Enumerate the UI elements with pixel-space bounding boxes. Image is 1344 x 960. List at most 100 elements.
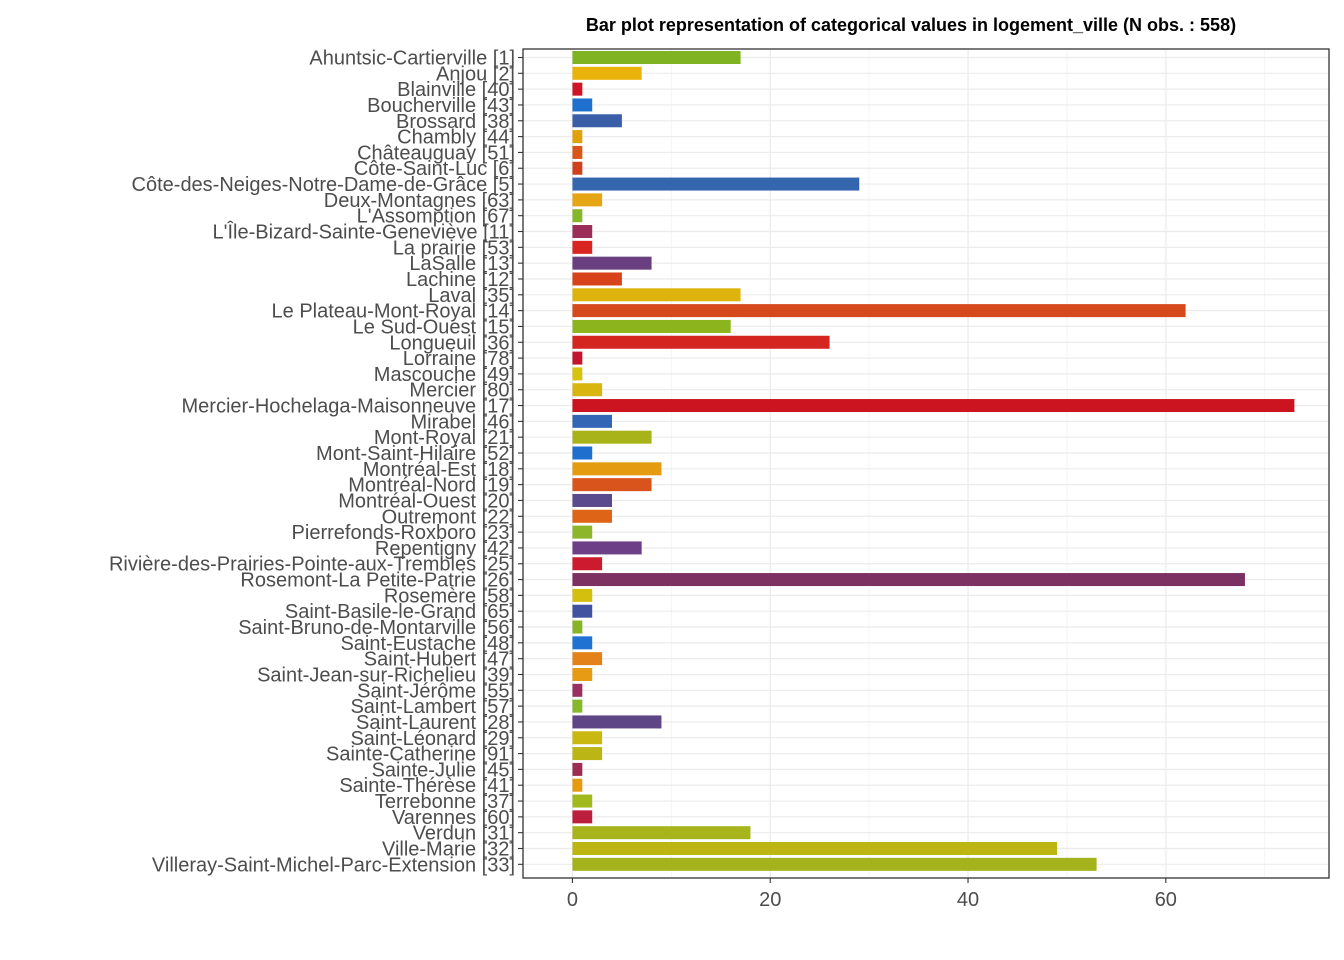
category-label: Mont-Saint-Hilaire [52] [316,443,515,465]
bar [572,778,583,792]
bar [572,541,642,555]
category-label: Brossard [38] [396,111,515,133]
category-label: Saint-Laurent [28] [356,712,515,734]
bar [572,794,593,808]
bar [572,114,622,128]
bar [572,525,593,539]
plot-panel-border [522,48,1330,879]
category-label: L'Île-Bizard-Sainte-Geneviève [11] [213,221,516,244]
x-tick-label: 0 [567,889,578,911]
chart-title: Bar plot representation of categorical v… [586,15,1236,35]
bar [572,652,603,666]
bar [572,351,583,365]
category-label: Sainte-Julie [45] [372,759,515,781]
category-label: Saint-Bruno-de-Montarville [56] [238,617,515,639]
bar [572,399,1295,413]
category-label: Rosemère [58] [384,585,515,607]
category-label: Laval [35] [428,285,515,307]
bar [572,98,593,112]
category-labels: Ahuntsic-Cartierville [1]Anjou [2]Blainv… [109,48,523,876]
category-label: Ahuntsic-Cartierville [1] [309,48,515,70]
category-label: Lorraine [78] [403,348,515,370]
category-label: Pierrefonds-Roxboro [23] [292,522,515,544]
category-label: Blainville [40] [397,79,515,101]
bar [572,430,652,444]
bar [572,130,583,144]
category-label: Montréal-Ouest [20] [338,490,515,512]
category-label: Verdun [31] [413,823,515,845]
category-label: Repentigny [42] [375,538,515,560]
category-label: Châteauguay [51] [357,142,515,164]
category-label: Montréal-Nord [19] [348,475,515,497]
bar [572,699,583,713]
bar [572,842,1058,855]
category-label: Mont-Royal [21] [374,427,515,449]
bar [572,557,603,571]
category-label: Mercier-Hochelaga-Maisonneuve [17] [182,396,516,418]
category-label: Le Plateau-Mont-Royal [14] [272,301,515,323]
bar [572,414,613,428]
category-label: Outremont [22] [382,506,515,528]
bar [572,478,652,492]
bar [572,762,583,776]
x-tick-label: 60 [1155,889,1177,911]
category-label: Varennes [60] [392,807,515,829]
bar [572,462,662,476]
category-label: LaSalle [13] [409,253,515,275]
bar [572,826,751,840]
x-tick-label: 20 [759,889,781,911]
category-label: Côte-des-Neiges-Notre-Dame-de-Grâce [5] [132,174,515,196]
bar [572,588,593,602]
bar [572,335,830,349]
bar [572,51,741,64]
bar [572,304,1186,318]
bar [572,367,583,381]
bar [572,731,603,745]
category-label: L'Assomption [67] [357,206,515,228]
category-label: Villeray-Saint-Michel-Parc-Extension [33… [152,854,515,876]
bar [572,620,583,634]
category-label: Lachine [12] [406,269,515,291]
category-label: Ville-Marie [32] [382,839,515,861]
bar [572,240,593,254]
bar [572,667,593,681]
bar [572,319,731,333]
bar [572,161,583,175]
category-label: Rosemont-La Petite-Patrie [26] [240,570,515,592]
category-label: Mascouche [49] [374,364,515,386]
bar [572,209,583,223]
category-label: Le Sud-Ouest [15] [353,316,515,338]
bar [572,66,642,80]
bar [572,747,603,761]
category-label: Mirabel [46] [411,411,516,433]
category-label: Rivière-des-Prairies-Pointe-aux-Trembles… [109,554,515,576]
category-label: Sainte-Catherine [91] [326,744,515,766]
bar [572,225,593,239]
bar [572,493,613,507]
bar [572,715,662,729]
category-label: Saint-Léonard [29] [350,728,515,750]
category-label: Sainte-Thérèse [41] [339,775,515,797]
bar [572,288,741,302]
bar [572,446,593,460]
category-label: Terrebonne [37] [375,791,515,813]
category-label: Deux-Montagnes [63] [324,190,515,212]
category-label: Saint-Lambert [57] [350,696,515,718]
bar [572,256,652,270]
bar [572,193,603,207]
bar [572,810,593,824]
bar [572,383,603,397]
bar [572,573,1245,587]
bar [572,272,622,286]
x-axis-ticks: 0 20 40 60 [567,878,1177,911]
bar [572,177,860,191]
category-label: Saint-Jérôme [55] [357,680,515,702]
category-label: Saint-Eustache [48] [340,633,515,655]
bar [572,509,613,523]
category-label: Boucherville [43] [367,95,515,117]
category-label: Mercier [80] [409,380,515,402]
x-tick-label: 40 [957,889,979,911]
category-label: Côte-Saint-Luc [6] [354,158,515,180]
category-label: Longueuil [36] [389,332,515,354]
